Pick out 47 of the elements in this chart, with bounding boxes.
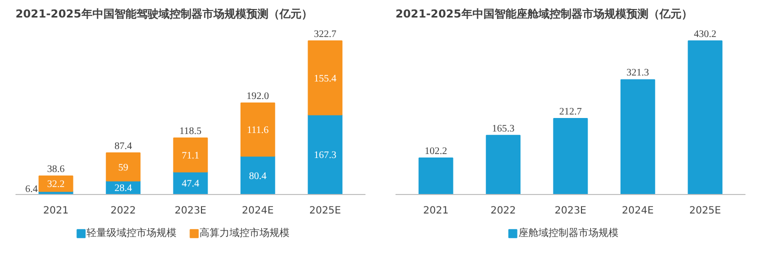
bar: [308, 114, 342, 195]
x-tick-label: 2022: [110, 205, 136, 216]
x-tick-label: 2021: [423, 205, 449, 216]
data-label: 212.7: [559, 106, 582, 118]
data-label: 167.3: [314, 150, 336, 162]
legend-label: 座舱域控制器市场规模: [518, 227, 618, 240]
bar: [553, 118, 588, 195]
bar: [38, 176, 74, 192]
data-label: 430.2: [694, 28, 716, 40]
data-label: 59: [118, 162, 128, 174]
data-label: 80.4: [249, 170, 267, 182]
total-label: 192.0: [246, 91, 270, 102]
chart-title: 2021-2025年中国智能驾驶域控制器市场规模预测（亿元）: [16, 8, 312, 20]
legend-label: 轻量级域控市场规模: [86, 227, 177, 240]
legend-label: 高算力域控市场规模: [200, 227, 290, 240]
bar: [486, 134, 521, 195]
bar: [106, 152, 141, 182]
data-label: 321.3: [626, 68, 650, 79]
x-tick-label: 2025E: [309, 205, 342, 216]
data-label: 47.4: [182, 178, 200, 190]
data-label: 71.1: [182, 150, 200, 162]
chart-title: 2021-2025年中国智能座舱域控制器市场规模预测（亿元）: [396, 8, 692, 20]
x-tick-label: 2024E: [242, 205, 274, 216]
data-label: 165.3: [492, 123, 514, 134]
x-tick-label: 2023E: [174, 205, 206, 216]
bar: [688, 40, 722, 195]
x-tick-label: 2022: [490, 205, 516, 216]
total-label: 38.6: [47, 164, 65, 176]
total-label: 118.5: [179, 126, 202, 138]
total-label: 87.4: [114, 140, 132, 152]
data-label: 28.4: [114, 183, 132, 194]
bar: [240, 156, 276, 195]
bar: [418, 157, 454, 195]
bar: [240, 102, 276, 157]
x-tick-label: 2025E: [689, 205, 722, 216]
total-label: 322.7: [314, 28, 336, 40]
data-label: 111.6: [246, 125, 269, 136]
data-label: 6.4: [25, 184, 38, 195]
x-tick-label: 2021: [43, 205, 69, 216]
data-label: 32.2: [47, 179, 65, 190]
data-label: 102.2: [424, 146, 448, 157]
x-tick-label: 2023E: [554, 205, 586, 216]
bar: [173, 138, 208, 172]
x-tick-label: 2024E: [622, 205, 654, 216]
bar: [308, 40, 342, 116]
bar: [620, 79, 656, 195]
data-label: 155.4: [314, 73, 336, 84]
